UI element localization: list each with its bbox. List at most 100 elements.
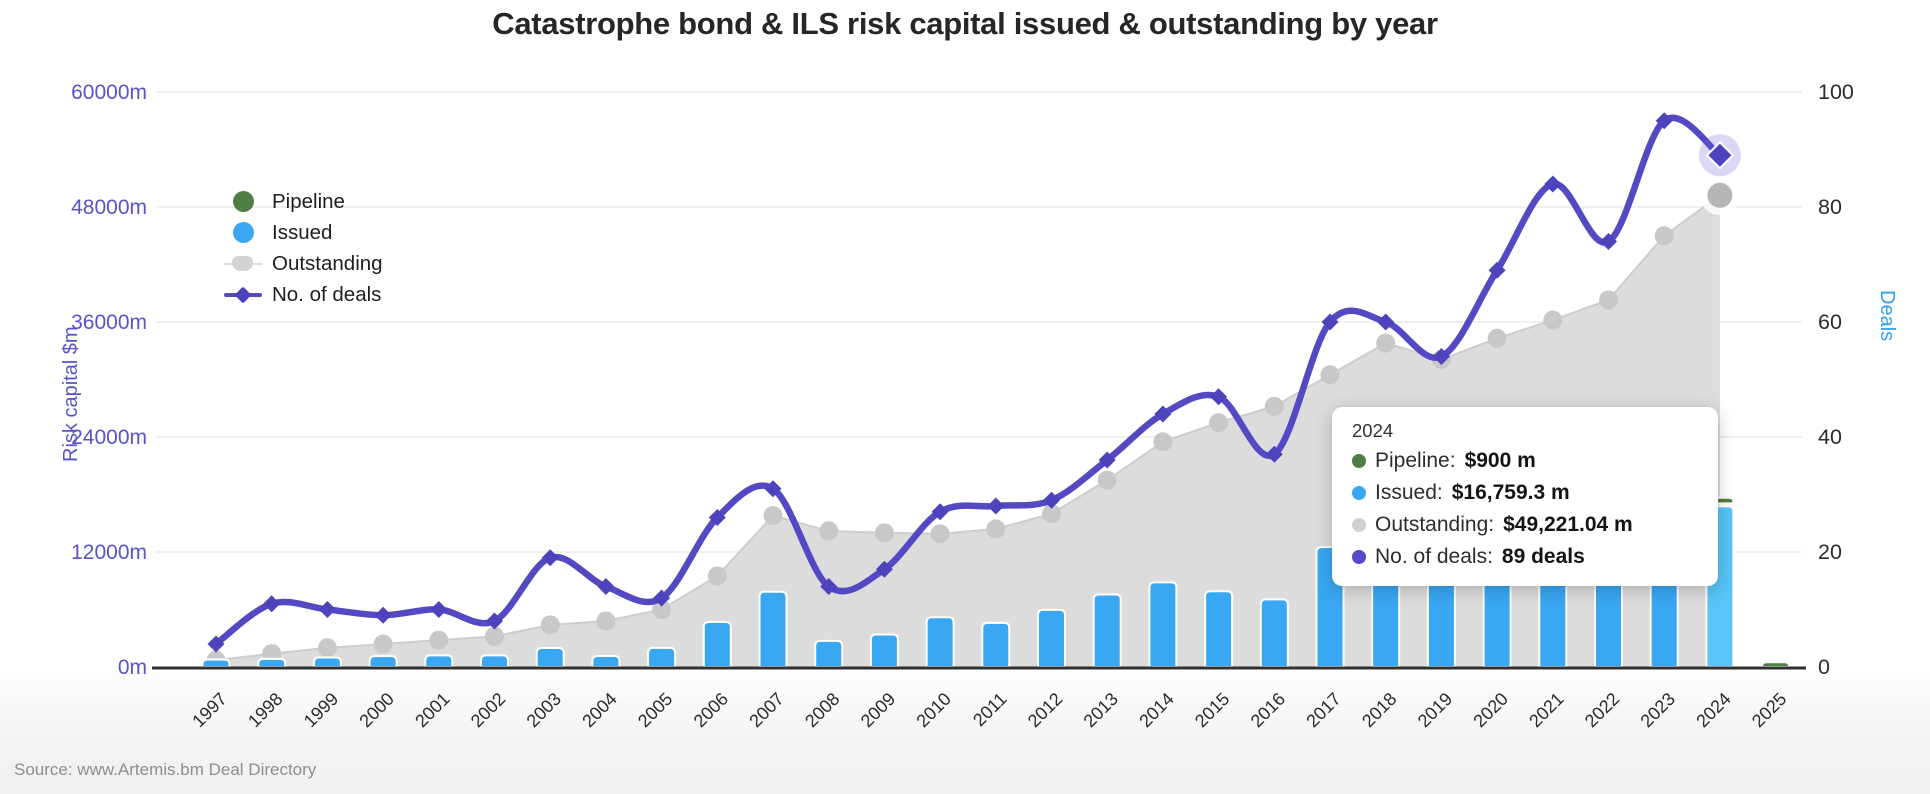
deals-marker-2010[interactable]	[931, 503, 949, 521]
deals-marker-2015[interactable]	[1210, 388, 1228, 406]
deals-marker-2016[interactable]	[1265, 445, 1283, 463]
bar-issued-1998[interactable]	[257, 657, 287, 668]
area-dot-2000[interactable]	[373, 634, 393, 654]
tooltip-label: Outstanding:	[1375, 513, 1495, 536]
bar-issued-2006[interactable]	[702, 621, 732, 668]
deals-marker-1999[interactable]	[318, 601, 336, 618]
bar-issued-2005[interactable]	[647, 646, 677, 668]
area-dot-2023[interactable]	[1654, 226, 1674, 246]
bar-issued-2007[interactable]	[758, 590, 788, 668]
x-label-2017: 2017	[1302, 689, 1344, 731]
area-dot-2024[interactable]	[1707, 182, 1733, 208]
x-label-2003: 2003	[523, 689, 565, 731]
legend-item-pipeline[interactable]: Pipeline	[224, 186, 383, 217]
area-dot-2009[interactable]	[874, 523, 894, 543]
deals-marker-1998[interactable]	[263, 595, 281, 613]
y-left-tick-0m: 0m	[118, 656, 147, 679]
tooltip-row-deals: No. of deals: 89 deals	[1352, 541, 1698, 573]
area-dot-2002[interactable]	[485, 626, 504, 646]
deals-marker-2012[interactable]	[1043, 491, 1060, 509]
area-dot-2014[interactable]	[1153, 432, 1173, 452]
bar-issued-2013[interactable]	[1092, 593, 1122, 668]
area-dot-2011[interactable]	[986, 519, 1006, 539]
area-dot-2001[interactable]	[429, 630, 449, 650]
area-dot-2004[interactable]	[596, 611, 616, 631]
area-dot-2017[interactable]	[1320, 365, 1340, 385]
x-label-2014: 2014	[1135, 689, 1177, 731]
legend-item-no-of-deals[interactable]: No. of deals	[224, 279, 383, 310]
bar-pipeline-2025[interactable]	[1761, 661, 1791, 668]
deals-marker-2005[interactable]	[653, 589, 671, 607]
legend-item-issued[interactable]: Issued	[224, 217, 383, 248]
area-dot-2016[interactable]	[1264, 396, 1284, 416]
x-label-2005: 2005	[634, 689, 676, 731]
issued-dot-icon	[224, 222, 262, 244]
bar-issued-2010[interactable]	[925, 616, 955, 668]
deals-marker-2009[interactable]	[875, 560, 893, 578]
x-label-2006: 2006	[690, 689, 732, 731]
bar-issued-2012[interactable]	[1037, 608, 1066, 668]
area-dot-1999[interactable]	[317, 638, 337, 658]
bar-issued-1997[interactable]	[201, 658, 231, 668]
deals-marker-2003[interactable]	[541, 549, 559, 567]
bar-issued-2016[interactable]	[1259, 598, 1289, 668]
legend-item-outstanding[interactable]: Outstanding	[224, 248, 383, 279]
area-dot-2006[interactable]	[707, 566, 727, 586]
deals-marker-2024[interactable]	[1705, 140, 1735, 170]
y-right-tick-100: 100	[1818, 80, 1854, 104]
deals-marker-2006[interactable]	[708, 509, 726, 526]
area-dot-2010[interactable]	[930, 524, 950, 544]
area-dot-2012[interactable]	[1042, 504, 1061, 524]
deals-marker-2011[interactable]	[987, 497, 1005, 515]
bar-issued-2000[interactable]	[368, 655, 398, 668]
bar-issued-2002[interactable]	[480, 654, 509, 668]
area-dot-2022[interactable]	[1599, 290, 1618, 310]
deals-marker-2000[interactable]	[374, 606, 392, 624]
area-dot-2015[interactable]	[1209, 413, 1229, 433]
deals-marker-2013[interactable]	[1098, 451, 1116, 469]
x-axis-labels: 1997 1998 1999 2000 2001 2002 2003 2004 2005 2006…	[188, 689, 1790, 731]
tooltip-value: $16,759.3 m	[1451, 481, 1570, 504]
area-dot-2005[interactable]	[652, 600, 672, 619]
x-label-2024: 2024	[1692, 689, 1734, 731]
area-dot-2021[interactable]	[1543, 310, 1563, 330]
area-dot-2020[interactable]	[1487, 328, 1507, 348]
bar-issued-2004[interactable]	[591, 655, 621, 668]
deals-marker-2020[interactable]	[1488, 261, 1506, 279]
bar-issued-2014[interactable]	[1148, 581, 1178, 668]
deals-marker-2002[interactable]	[486, 612, 503, 630]
x-label-2004: 2004	[578, 689, 620, 731]
area-dot-2003[interactable]	[540, 615, 560, 635]
deals-marker-2001[interactable]	[430, 601, 448, 618]
area-dot-2013[interactable]	[1097, 470, 1117, 490]
deals-marker-2008[interactable]	[820, 578, 838, 595]
bottom-gradient-band	[0, 671, 1930, 794]
deals-marker-2017[interactable]	[1321, 313, 1339, 331]
bar-issued-2015[interactable]	[1204, 590, 1234, 668]
issued-dot-icon	[1352, 486, 1366, 500]
bar-issued-2009[interactable]	[869, 633, 899, 668]
x-label-1999: 1999	[300, 689, 342, 731]
bar-issued-2008[interactable]	[814, 639, 844, 668]
area-dot-2007[interactable]	[763, 506, 783, 526]
deals-marker-2018[interactable]	[1377, 313, 1395, 331]
deals-marker-1997[interactable]	[207, 635, 225, 653]
area-dot-2008[interactable]	[819, 521, 839, 541]
bar-issued-2001[interactable]	[424, 654, 454, 668]
deals-marker-2007[interactable]	[764, 480, 782, 498]
x-label-2011: 2011	[969, 689, 1011, 731]
legend-label: Issued	[272, 220, 333, 244]
bar-issued-2003[interactable]	[535, 646, 565, 668]
bar-issued-1999[interactable]	[312, 656, 342, 668]
bar-issued-2011[interactable]	[981, 621, 1011, 668]
deals-marker-2022[interactable]	[1600, 233, 1617, 250]
x-label-2001: 2001	[411, 689, 453, 731]
x-label-2022: 2022	[1581, 689, 1623, 731]
deals-marker-2004[interactable]	[597, 578, 615, 595]
area-dot-2018[interactable]	[1376, 333, 1396, 353]
deals-marker-2019[interactable]	[1432, 348, 1450, 365]
deals-marker-2023[interactable]	[1655, 112, 1673, 130]
deals-marker-2021[interactable]	[1544, 175, 1562, 193]
deals-marker-2014[interactable]	[1154, 405, 1172, 423]
